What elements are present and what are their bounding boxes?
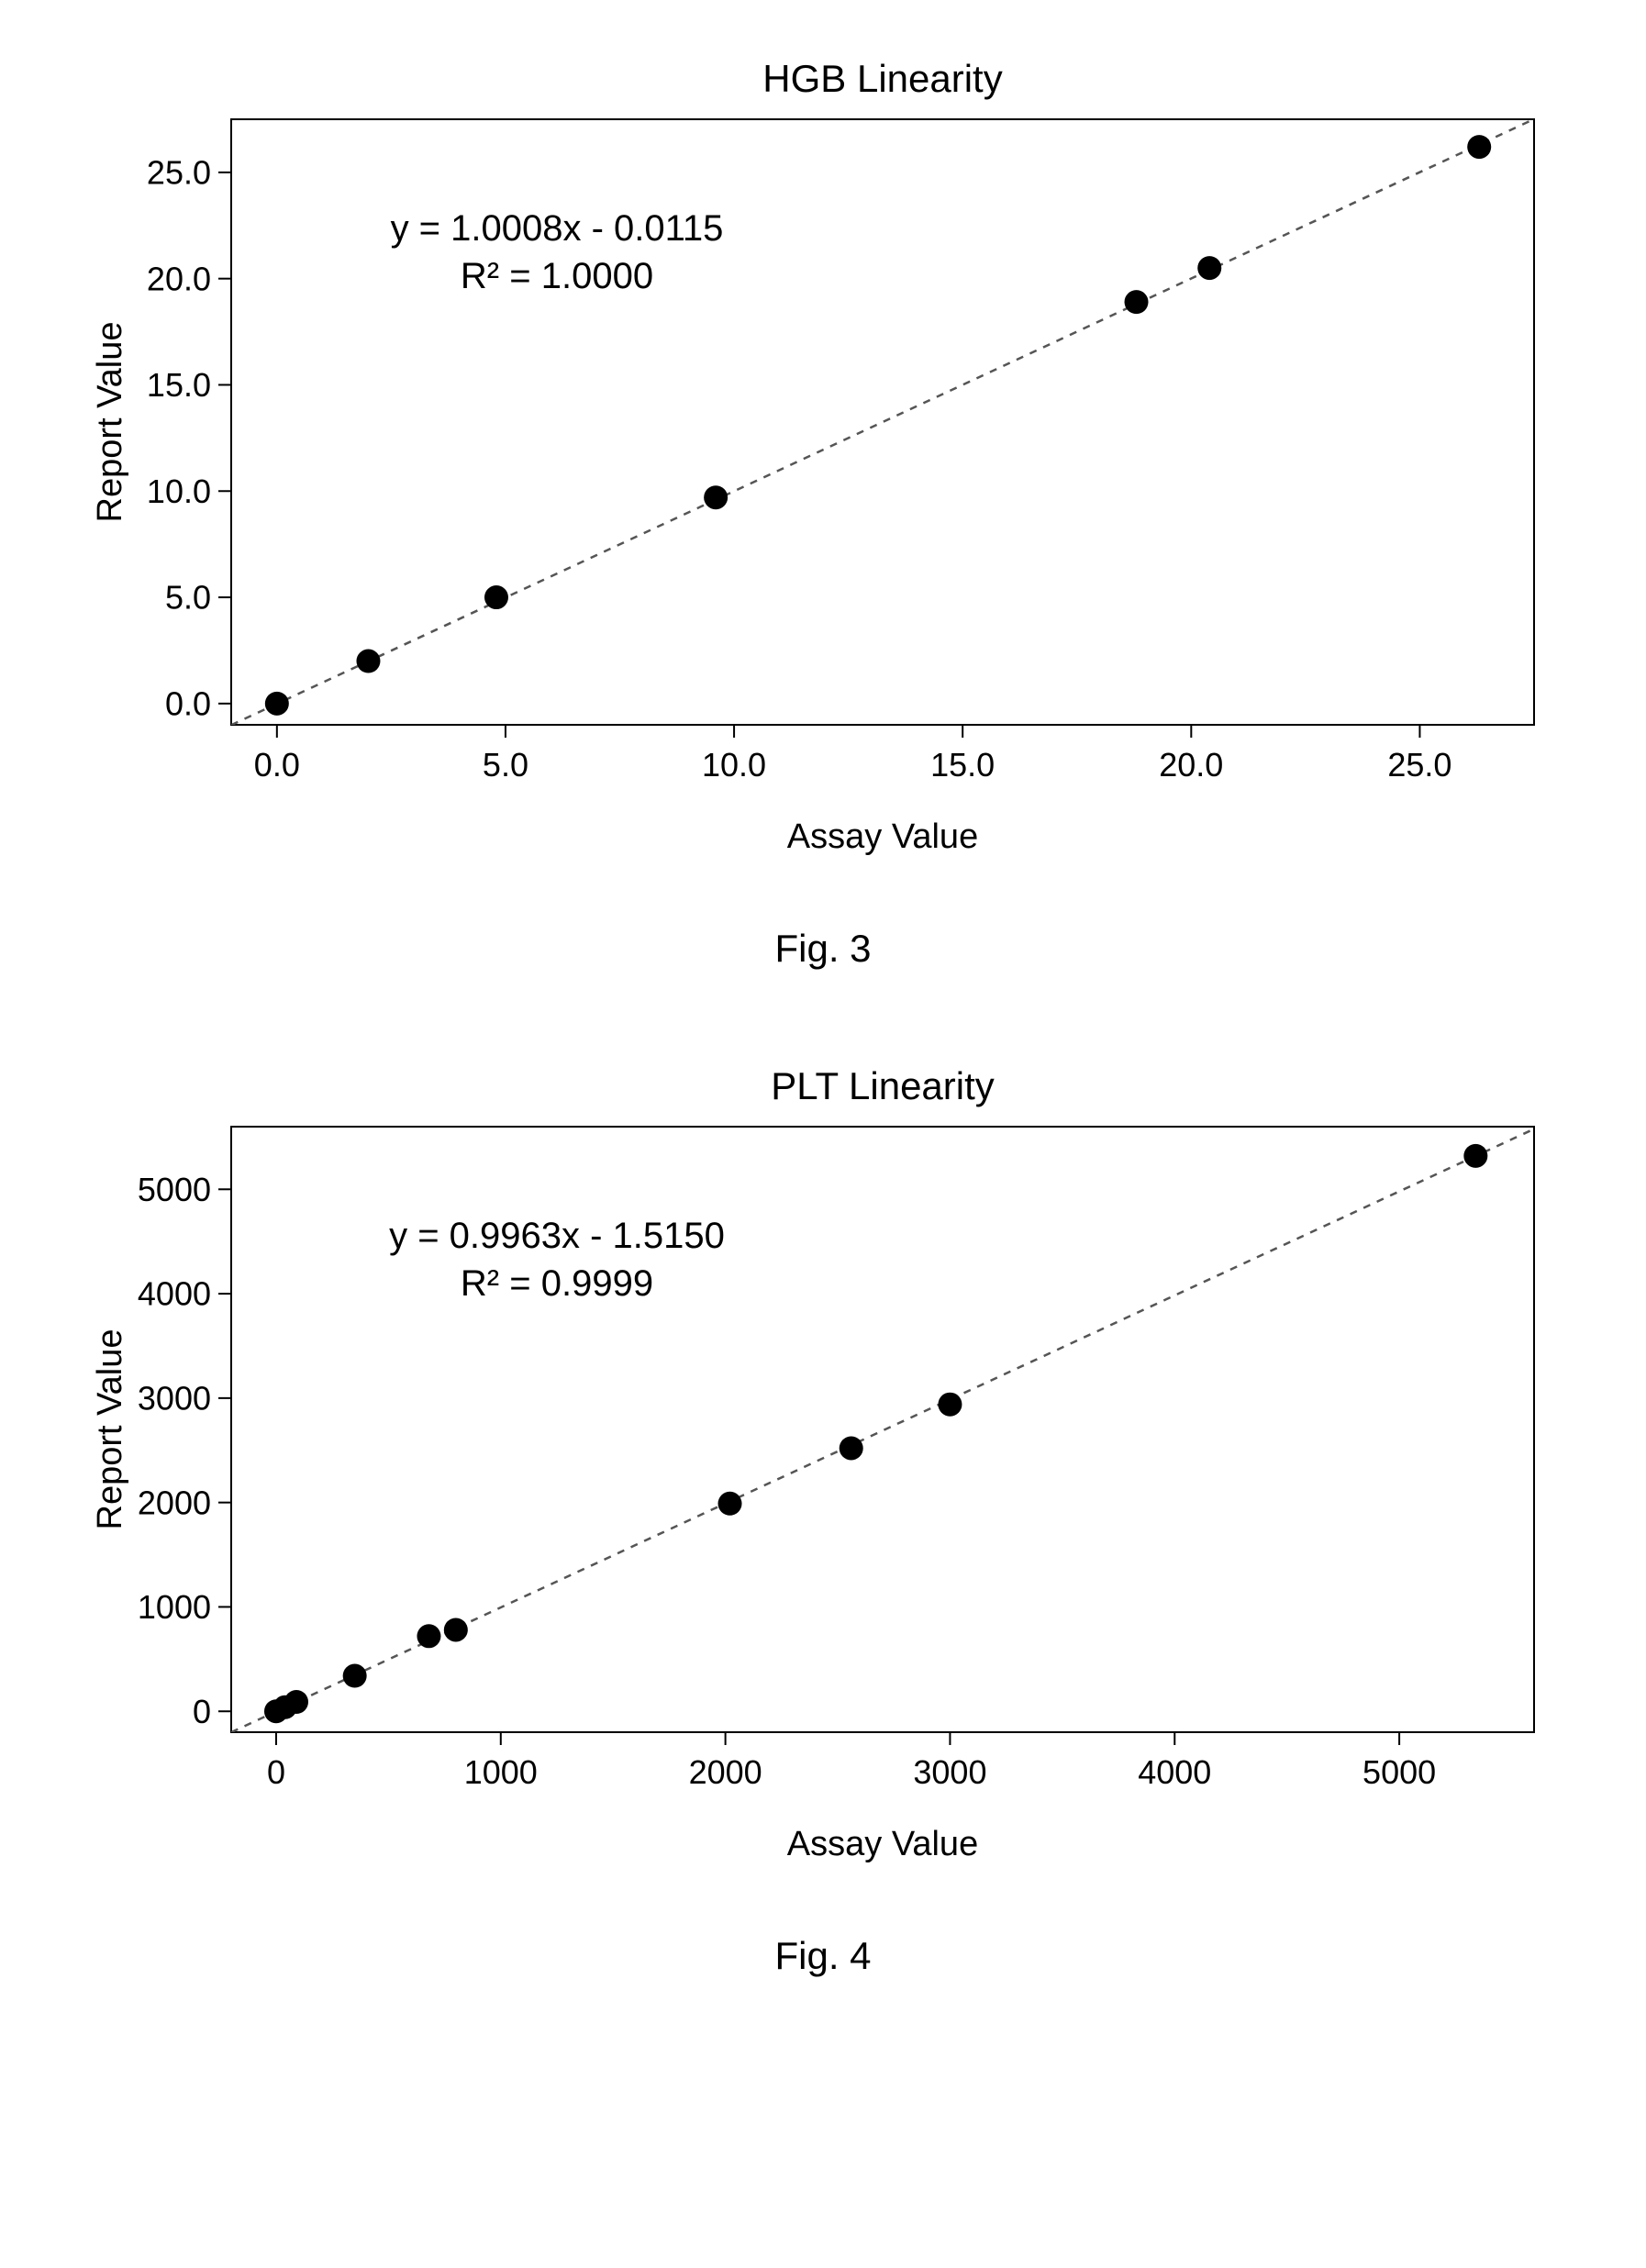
x-tick-label: 5.0: [483, 746, 528, 784]
y-tick-label: 3000: [138, 1379, 211, 1417]
y-axis-label: Report Value: [91, 1329, 129, 1530]
figure-block-4: PLT Linearity 0 1000 2000 3000 4000 5000 0 1000 2…: [110, 1044, 1536, 2051]
y-axis-label: Report Value: [91, 322, 129, 523]
x-tick-label: 10.0: [702, 746, 766, 784]
data-point: [718, 1492, 742, 1516]
figure-caption-3: Fig. 3: [774, 927, 871, 971]
plt-linearity-chart: PLT Linearity 0 1000 2000 3000 4000 5000 0 1000 2…: [75, 1044, 1571, 1888]
x-tick-label: 5000: [1362, 1753, 1436, 1791]
data-point: [484, 585, 508, 609]
y-tick-label: 15.0: [147, 366, 211, 404]
y-tick-label: 0.0: [165, 684, 211, 722]
figure-block-3: HGB Linearity 0.0 5.0 10.0 15.0 20.0 25.0 0.0 5.…: [110, 37, 1536, 1044]
x-axis-label: Assay Value: [787, 1825, 978, 1863]
data-point: [938, 1393, 962, 1417]
y-tick-label: 4000: [138, 1275, 211, 1313]
data-point: [343, 1664, 367, 1688]
page: HGB Linearity 0.0 5.0 10.0 15.0 20.0 25.0 0.0 5.…: [0, 0, 1646, 2268]
data-point: [284, 1690, 308, 1714]
equation-line-2: R² = 1.0000: [461, 256, 653, 296]
y-tick-label: 0: [193, 1693, 211, 1730]
equation-line-2: R² = 0.9999: [461, 1263, 653, 1304]
data-point: [444, 1618, 468, 1641]
data-point: [1463, 1144, 1487, 1168]
x-tick-label: 3000: [913, 1753, 986, 1791]
data-point: [840, 1436, 863, 1460]
y-tick-label: 1000: [138, 1588, 211, 1626]
x-tick-label: 2000: [689, 1753, 762, 1791]
x-tick-label: 20.0: [1159, 746, 1223, 784]
chart-title: HGB Linearity: [762, 57, 1002, 100]
equation-line-1: y = 0.9963x - 1.5150: [389, 1216, 725, 1256]
equation-line-1: y = 1.0008x - 0.0115: [391, 208, 724, 249]
x-tick-label: 15.0: [930, 746, 995, 784]
data-point: [1467, 135, 1491, 159]
data-point: [417, 1624, 440, 1648]
y-tick-label: 2000: [138, 1484, 211, 1521]
data-point: [704, 485, 728, 509]
data-point: [356, 650, 380, 673]
x-tick-label: 4000: [1138, 1753, 1211, 1791]
x-tick-label: 0: [267, 1753, 285, 1791]
x-tick-label: 1000: [464, 1753, 538, 1791]
y-tick-label: 25.0: [147, 153, 211, 191]
y-tick-label: 5.0: [165, 579, 211, 617]
x-tick-label: 0.0: [254, 746, 300, 784]
data-point: [1197, 256, 1221, 280]
hgb-linearity-chart: HGB Linearity 0.0 5.0 10.0 15.0 20.0 25.0 0.0 5.…: [75, 37, 1571, 881]
figure-caption-4: Fig. 4: [774, 1934, 871, 1978]
y-tick-label: 20.0: [147, 260, 211, 297]
data-point: [1125, 290, 1149, 314]
x-tick-label: 25.0: [1387, 746, 1451, 784]
data-point: [265, 692, 289, 716]
y-tick-label: 5000: [138, 1171, 211, 1208]
y-tick-label: 10.0: [147, 472, 211, 510]
x-axis-label: Assay Value: [787, 817, 978, 856]
chart-title: PLT Linearity: [771, 1064, 995, 1107]
